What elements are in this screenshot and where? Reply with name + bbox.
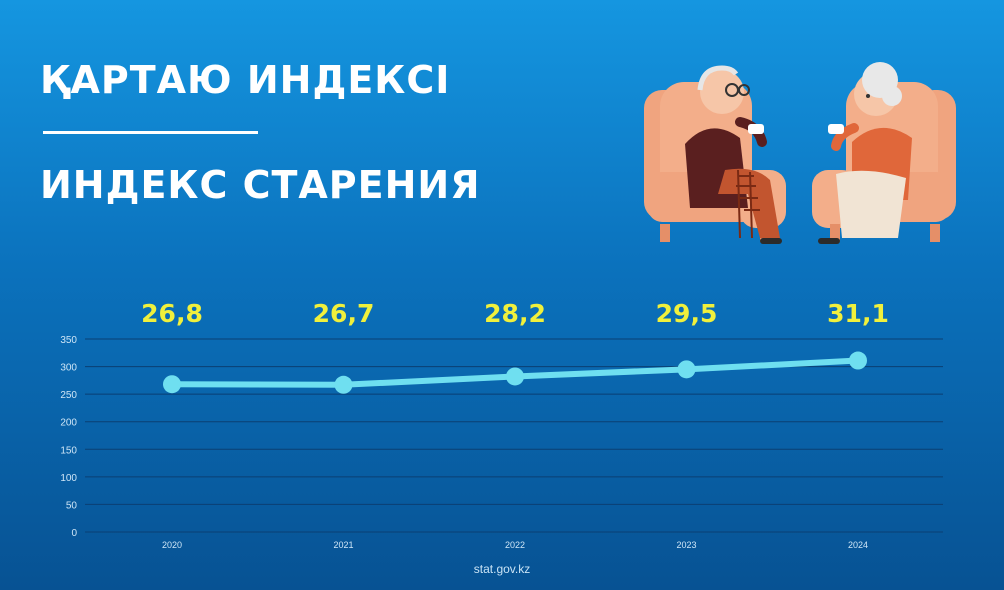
series-points [163, 351, 867, 394]
x-tick-label: 2024 [848, 540, 868, 550]
data-point [849, 351, 867, 370]
y-tick-label: 300 [60, 363, 77, 374]
page-title-ru: ИНДЕКС СТАРЕНИЯ [40, 163, 481, 207]
y-axis-tick-labels: 0 50 100 150 200 250 300 350 [60, 335, 77, 539]
y-tick-label: 0 [71, 528, 77, 539]
x-axis-tick-labels: 2020 2021 2022 2023 2024 [162, 540, 868, 550]
y-tick-label: 50 [66, 500, 78, 511]
data-point [677, 360, 696, 379]
chart-gridlines [85, 338, 943, 533]
y-tick-label: 200 [60, 418, 77, 429]
source-label: stat.gov.kz [473, 562, 531, 576]
data-label: 26,7 [313, 299, 375, 328]
y-tick-label: 250 [60, 390, 77, 401]
data-labels: 26,8 26,7 28,2 29,5 31,1 [141, 299, 889, 328]
y-tick-label: 350 [60, 335, 77, 346]
x-tick-label: 2021 [333, 540, 353, 550]
elderly-man-icon [685, 65, 782, 244]
y-tick-label: 150 [60, 445, 77, 456]
data-label: 26,8 [141, 299, 203, 328]
data-label: 28,2 [484, 299, 546, 328]
data-label: 29,5 [656, 299, 718, 328]
page-title-kz: ҚАРТАЮ ИНДЕКСІ [40, 58, 451, 102]
x-tick-label: 2020 [162, 540, 182, 550]
x-tick-label: 2022 [505, 540, 525, 550]
title-divider [43, 131, 258, 134]
y-tick-label: 100 [60, 473, 77, 484]
data-point [506, 367, 524, 386]
elderly-couple-tea-icon [644, 62, 956, 244]
x-tick-label: 2023 [676, 540, 696, 550]
data-point [163, 375, 181, 394]
data-point [334, 375, 353, 394]
elderly-woman-icon [818, 62, 912, 244]
data-label: 31,1 [827, 299, 889, 328]
